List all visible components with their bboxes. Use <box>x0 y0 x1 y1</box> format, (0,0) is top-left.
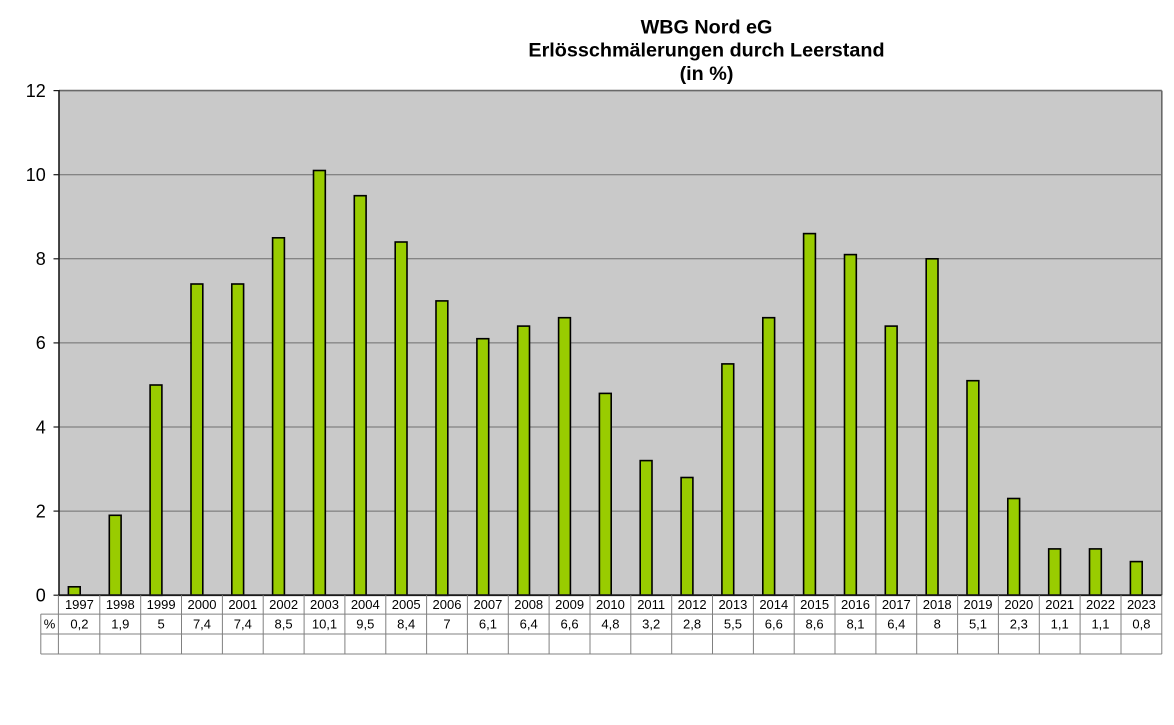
svg-text:7,4: 7,4 <box>193 616 211 631</box>
svg-text:2005: 2005 <box>392 597 421 612</box>
svg-text:(in %): (in %) <box>680 63 734 85</box>
svg-text:1,9: 1,9 <box>111 616 129 631</box>
svg-text:2,3: 2,3 <box>1010 616 1028 631</box>
svg-text:2021: 2021 <box>1045 597 1074 612</box>
svg-text:2010: 2010 <box>596 597 625 612</box>
svg-text:2001: 2001 <box>228 597 257 612</box>
svg-text:9,5: 9,5 <box>356 616 374 631</box>
svg-text:6,4: 6,4 <box>887 616 905 631</box>
svg-text:0,2: 0,2 <box>70 616 88 631</box>
svg-text:8,1: 8,1 <box>846 616 864 631</box>
svg-text:10,1: 10,1 <box>312 616 337 631</box>
svg-text:2018: 2018 <box>923 597 952 612</box>
svg-text:2011: 2011 <box>637 597 665 612</box>
svg-text:6,4: 6,4 <box>520 616 538 631</box>
svg-text:2012: 2012 <box>678 597 707 612</box>
svg-text:2009: 2009 <box>555 597 584 612</box>
svg-text:Erlösschmälerungen durch Leers: Erlösschmälerungen durch Leerstand <box>528 40 884 62</box>
svg-text:8,5: 8,5 <box>275 616 293 631</box>
svg-text:2013: 2013 <box>718 597 747 612</box>
svg-text:%: % <box>44 616 56 631</box>
svg-text:1997: 1997 <box>65 597 94 612</box>
svg-text:2002: 2002 <box>269 597 298 612</box>
svg-text:2000: 2000 <box>188 597 217 612</box>
svg-text:2006: 2006 <box>433 597 462 612</box>
svg-text:2017: 2017 <box>882 597 911 612</box>
svg-text:2008: 2008 <box>514 597 543 612</box>
svg-text:0,8: 0,8 <box>1132 616 1150 631</box>
svg-text:0: 0 <box>36 586 46 606</box>
svg-text:2: 2 <box>36 501 46 521</box>
svg-text:2019: 2019 <box>964 597 993 612</box>
svg-text:8,6: 8,6 <box>806 616 824 631</box>
svg-text:2,8: 2,8 <box>683 616 701 631</box>
svg-text:12: 12 <box>26 81 46 101</box>
svg-text:6,6: 6,6 <box>561 616 579 631</box>
svg-text:8: 8 <box>36 249 46 269</box>
svg-text:7,4: 7,4 <box>234 616 252 631</box>
svg-text:2023: 2023 <box>1127 597 1156 612</box>
svg-text:3,2: 3,2 <box>642 616 660 631</box>
svg-text:2015: 2015 <box>800 597 829 612</box>
svg-text:2014: 2014 <box>759 597 788 612</box>
svg-text:2022: 2022 <box>1086 597 1115 612</box>
svg-text:1,1: 1,1 <box>1051 616 1069 631</box>
svg-text:8,4: 8,4 <box>397 616 415 631</box>
svg-text:2007: 2007 <box>473 597 502 612</box>
svg-text:5,1: 5,1 <box>969 616 987 631</box>
svg-text:4,8: 4,8 <box>601 616 619 631</box>
svg-text:1999: 1999 <box>147 597 176 612</box>
svg-text:5,5: 5,5 <box>724 616 742 631</box>
svg-text:1998: 1998 <box>106 597 135 612</box>
svg-text:2003: 2003 <box>310 597 339 612</box>
svg-text:7: 7 <box>443 616 450 631</box>
svg-text:5: 5 <box>157 616 164 631</box>
svg-text:2004: 2004 <box>351 597 380 612</box>
svg-text:1,1: 1,1 <box>1091 616 1109 631</box>
svg-text:8: 8 <box>934 616 941 631</box>
svg-text:6: 6 <box>36 333 46 353</box>
svg-text:6,1: 6,1 <box>479 616 497 631</box>
svg-text:WBG Nord eG: WBG Nord eG <box>641 17 773 39</box>
svg-text:4: 4 <box>36 417 46 437</box>
svg-text:10: 10 <box>26 165 46 185</box>
svg-text:2016: 2016 <box>841 597 870 612</box>
svg-text:6,6: 6,6 <box>765 616 783 631</box>
svg-text:2020: 2020 <box>1004 597 1033 612</box>
